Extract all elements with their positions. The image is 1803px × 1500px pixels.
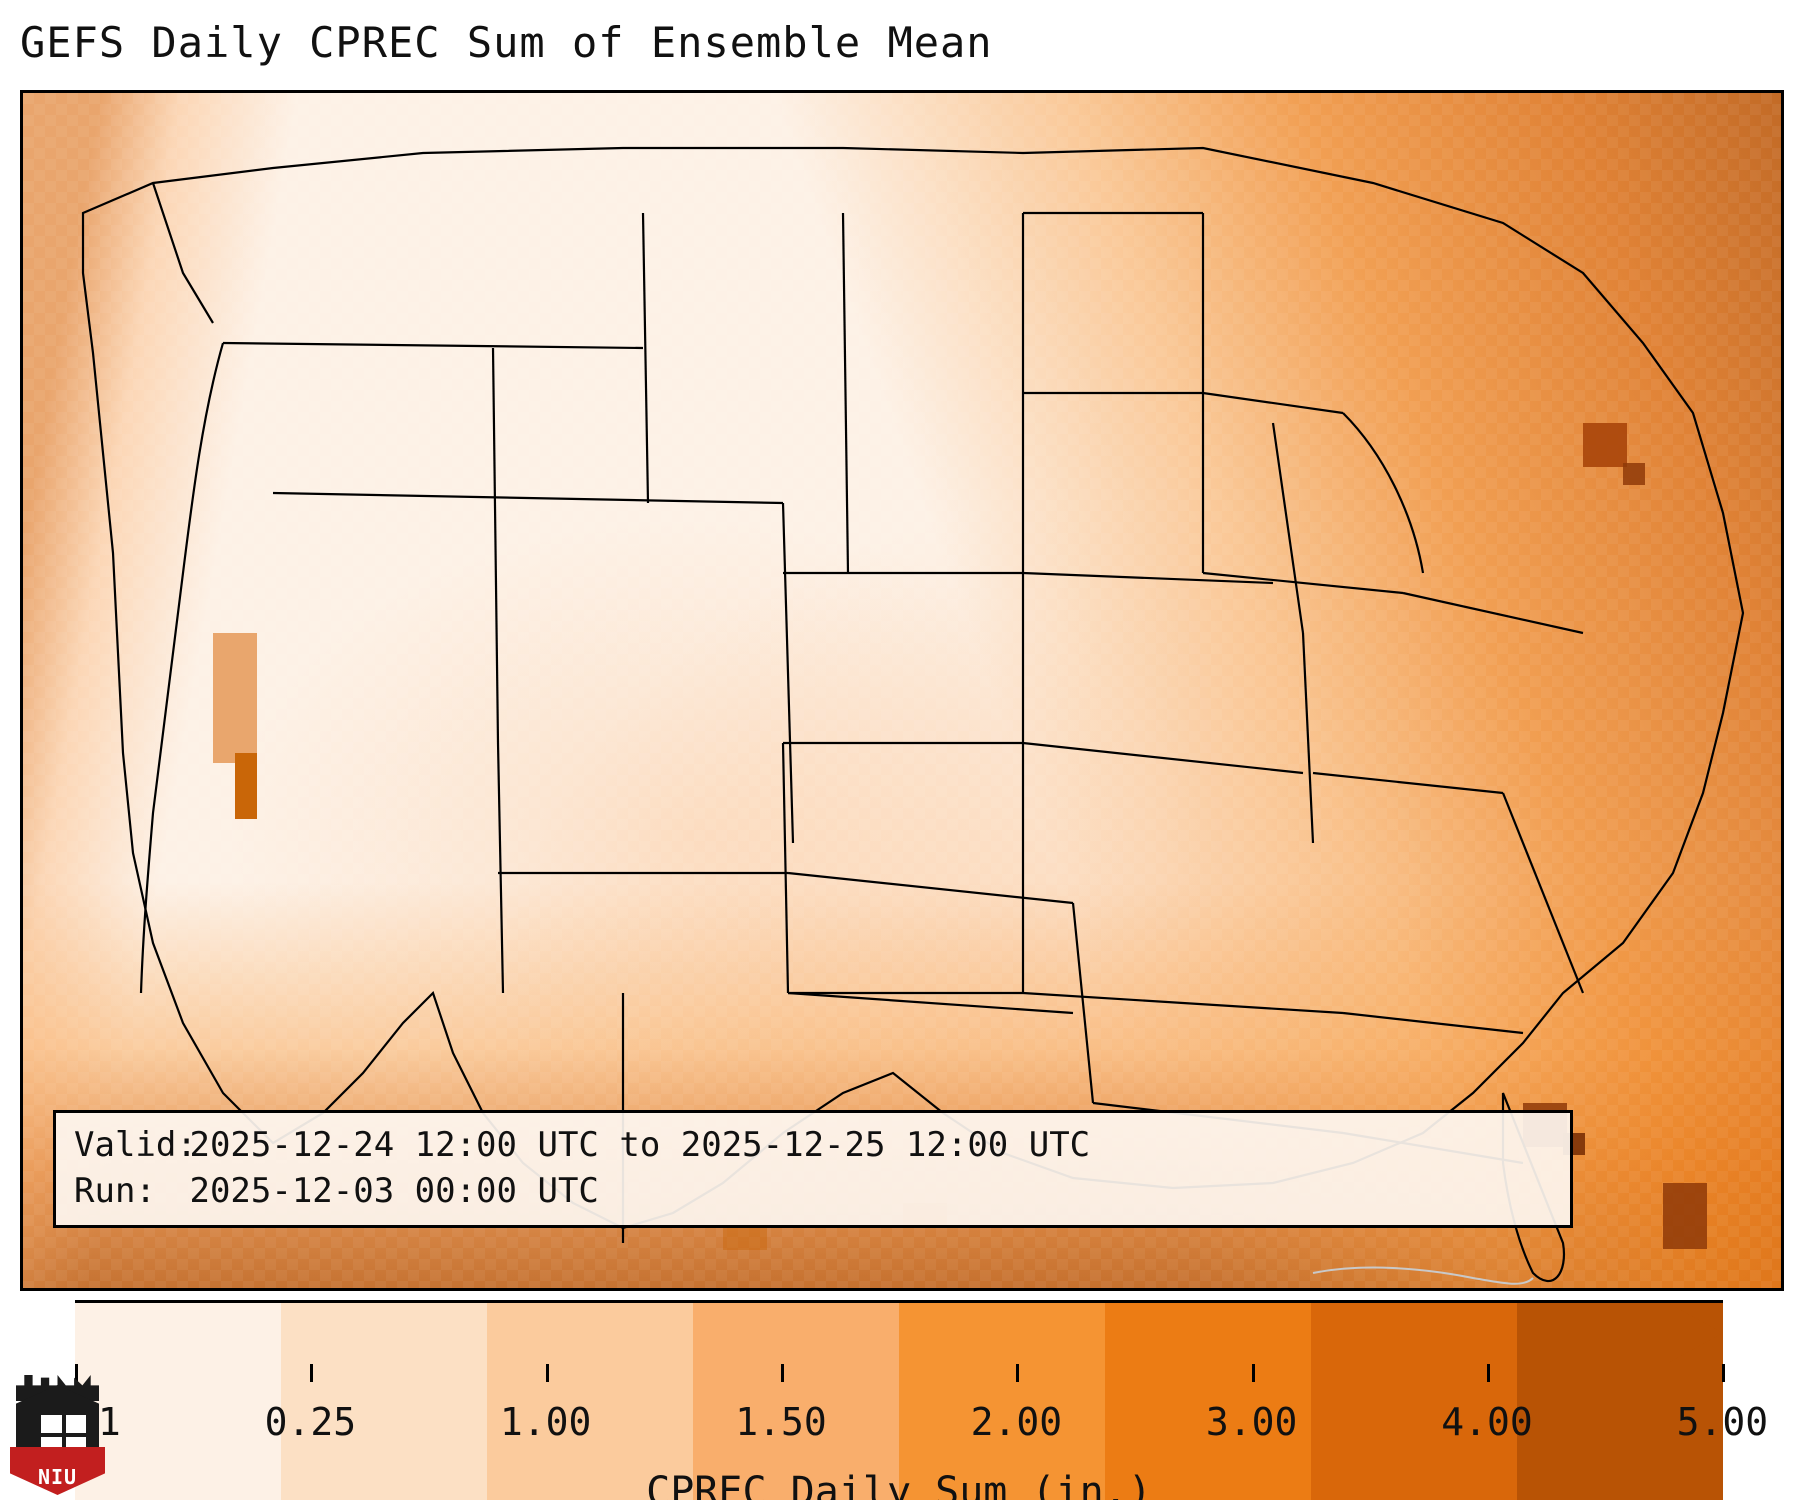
colorbar-arrow-right bbox=[1668, 1303, 1723, 1363]
run-label: Run: bbox=[74, 1169, 169, 1215]
valid-line: Valid: 2025-12-24 12:00 UTC to 2025-12-2… bbox=[74, 1123, 1552, 1169]
tick-1 bbox=[310, 1364, 313, 1382]
tick-label-6: 4.00 bbox=[1441, 1400, 1533, 1444]
colorbar-container: 0.01 0.25 1.00 1.50 2.00 3.00 4.00 5.00 … bbox=[20, 1300, 1778, 1500]
us-state-boundaries bbox=[23, 93, 1781, 1288]
tick-label-2: 1.00 bbox=[500, 1400, 592, 1444]
run-value: 2025-12-03 00:00 UTC bbox=[189, 1171, 598, 1211]
valid-run-info-box: Valid: 2025-12-24 12:00 UTC to 2025-12-2… bbox=[53, 1110, 1573, 1228]
logo-niu-text: NIU bbox=[10, 1465, 105, 1489]
colorbar-tick-labels: 0.01 0.25 1.00 1.50 2.00 3.00 4.00 5.00 bbox=[75, 1398, 1723, 1453]
tick-2 bbox=[546, 1364, 549, 1382]
map-panel: Valid: 2025-12-24 12:00 UTC to 2025-12-2… bbox=[20, 90, 1784, 1291]
run-line: Run: 2025-12-03 00:00 UTC bbox=[74, 1169, 1552, 1215]
tick-4 bbox=[1016, 1364, 1019, 1382]
tick-label-5: 3.00 bbox=[1206, 1400, 1298, 1444]
niu-logo: NIU bbox=[10, 1385, 105, 1495]
valid-value: 2025-12-24 12:00 UTC to 2025-12-25 12:00… bbox=[189, 1125, 1090, 1165]
tick-3 bbox=[781, 1364, 784, 1382]
valid-label: Valid: bbox=[74, 1123, 169, 1169]
tick-label-7: 5.00 bbox=[1677, 1400, 1769, 1444]
tick-label-1: 0.25 bbox=[265, 1400, 357, 1444]
tick-6 bbox=[1487, 1364, 1490, 1382]
page-title: GEFS Daily CPREC Sum of Ensemble Mean bbox=[20, 18, 993, 67]
colorbar-ticks bbox=[75, 1364, 1723, 1382]
tick-5 bbox=[1252, 1364, 1255, 1382]
tick-label-4: 2.00 bbox=[971, 1400, 1063, 1444]
tick-label-3: 1.50 bbox=[735, 1400, 827, 1444]
colorbar-arrow-left bbox=[75, 1303, 130, 1363]
colorbar-xlabel: CPREC Daily Sum (in.) bbox=[20, 1469, 1778, 1500]
tick-7 bbox=[1722, 1364, 1725, 1382]
weather-map-app: GEFS Daily CPREC Sum of Ensemble Mean bbox=[0, 0, 1803, 1500]
logo-banner: NIU bbox=[10, 1447, 105, 1495]
